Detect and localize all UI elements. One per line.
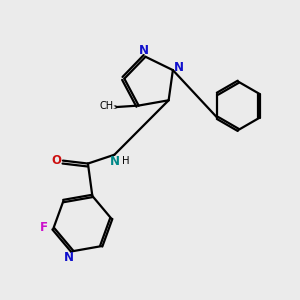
Text: CH₃: CH₃ bbox=[99, 101, 117, 111]
Text: N: N bbox=[64, 251, 74, 264]
Text: N: N bbox=[139, 44, 149, 57]
Text: N: N bbox=[110, 155, 119, 168]
Text: F: F bbox=[40, 221, 48, 234]
Text: H: H bbox=[122, 156, 129, 166]
Text: N: N bbox=[174, 61, 184, 74]
Text: O: O bbox=[51, 154, 62, 167]
